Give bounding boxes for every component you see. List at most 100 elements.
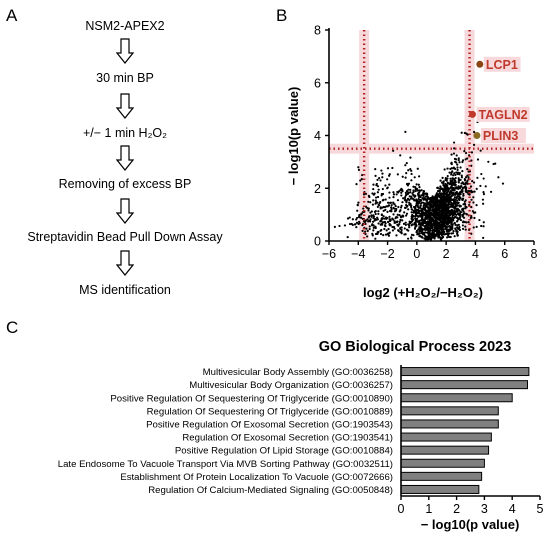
data-point bbox=[418, 235, 421, 238]
data-point bbox=[356, 216, 359, 220]
data-point bbox=[426, 213, 429, 216]
data-point bbox=[460, 211, 463, 214]
data-point bbox=[453, 202, 456, 205]
x-tick-label: −6 bbox=[322, 247, 336, 261]
data-point bbox=[414, 220, 417, 223]
data-point bbox=[472, 211, 476, 214]
workflow-diagram: NSM2-APEX2 30 min BP +/− 1 min H₂O₂ Remo… bbox=[0, 0, 250, 310]
data-point bbox=[423, 211, 426, 214]
data-point bbox=[446, 207, 450, 210]
data-point bbox=[472, 201, 475, 204]
data-point bbox=[388, 191, 391, 194]
data-point bbox=[384, 233, 388, 236]
data-point bbox=[449, 203, 452, 206]
data-point bbox=[461, 160, 464, 164]
data-point bbox=[379, 232, 383, 236]
data-point bbox=[383, 206, 387, 209]
data-point bbox=[458, 193, 461, 196]
data-point bbox=[480, 172, 483, 176]
data-point bbox=[424, 216, 427, 219]
data-point bbox=[399, 227, 402, 230]
data-point bbox=[501, 182, 505, 185]
data-point bbox=[392, 149, 395, 152]
data-point bbox=[404, 223, 407, 226]
data-point bbox=[464, 190, 467, 193]
data-point bbox=[413, 223, 416, 226]
data-point bbox=[372, 226, 375, 229]
data-point bbox=[372, 183, 375, 186]
go-term-label: Regulation Of Exosomal Secretion (GO:190… bbox=[182, 433, 393, 444]
highlighted-point bbox=[473, 132, 481, 139]
data-point bbox=[412, 189, 415, 192]
data-point bbox=[457, 180, 460, 183]
data-point bbox=[379, 179, 382, 182]
data-point bbox=[395, 234, 398, 237]
data-point bbox=[395, 207, 398, 211]
data-point bbox=[418, 227, 421, 230]
data-point bbox=[429, 207, 432, 210]
data-point bbox=[465, 213, 468, 216]
data-point bbox=[463, 178, 466, 181]
data-point bbox=[384, 184, 387, 187]
data-point bbox=[432, 210, 435, 213]
data-point bbox=[380, 169, 383, 172]
protein-label: TAGLN2 bbox=[479, 108, 528, 122]
data-point bbox=[386, 217, 389, 220]
data-point bbox=[366, 218, 369, 221]
panel-label-a: A bbox=[6, 6, 18, 25]
data-point bbox=[348, 222, 352, 226]
data-point bbox=[446, 174, 449, 178]
data-point bbox=[425, 205, 429, 208]
data-point bbox=[376, 185, 380, 188]
data-point bbox=[412, 209, 415, 212]
data-point bbox=[425, 223, 428, 226]
data-point bbox=[416, 233, 419, 236]
data-point bbox=[395, 193, 398, 196]
data-point bbox=[414, 189, 417, 193]
data-point bbox=[424, 238, 427, 241]
data-point bbox=[455, 186, 458, 189]
data-point bbox=[376, 195, 380, 199]
x-tick-label: 4 bbox=[472, 247, 479, 261]
protein-label: PLIN3 bbox=[483, 129, 518, 143]
go-term-label: Multivesicular Body Organization (GO:003… bbox=[189, 380, 393, 391]
data-point bbox=[380, 194, 383, 197]
data-point bbox=[451, 188, 454, 191]
data-point bbox=[471, 190, 474, 194]
data-point bbox=[443, 191, 446, 194]
data-point bbox=[364, 230, 367, 233]
data-point bbox=[355, 221, 359, 224]
down-arrow-icon bbox=[116, 145, 134, 171]
data-point bbox=[392, 202, 395, 205]
data-point bbox=[439, 203, 442, 206]
data-point bbox=[419, 219, 423, 222]
data-point bbox=[403, 227, 406, 230]
data-point bbox=[411, 223, 414, 226]
data-point bbox=[464, 199, 467, 202]
data-point bbox=[415, 204, 418, 207]
data-point bbox=[416, 201, 419, 204]
data-point bbox=[425, 217, 428, 220]
data-point bbox=[453, 182, 456, 185]
data-point bbox=[482, 193, 486, 196]
data-point bbox=[453, 172, 456, 175]
data-point bbox=[396, 220, 399, 224]
data-point bbox=[430, 236, 433, 239]
data-point bbox=[370, 210, 373, 213]
data-point bbox=[448, 206, 451, 209]
data-point bbox=[423, 221, 426, 224]
data-point bbox=[357, 201, 360, 204]
data-point bbox=[372, 229, 375, 232]
data-point bbox=[421, 236, 424, 239]
data-point bbox=[437, 200, 440, 203]
data-point bbox=[450, 153, 453, 156]
data-point bbox=[461, 186, 465, 190]
data-point bbox=[452, 152, 456, 155]
data-point bbox=[454, 211, 457, 214]
data-point bbox=[405, 161, 408, 165]
data-point bbox=[374, 232, 378, 236]
x-tick-label: −2 bbox=[380, 247, 394, 261]
data-point bbox=[389, 201, 393, 204]
data-point bbox=[394, 204, 397, 208]
data-point bbox=[434, 213, 437, 216]
